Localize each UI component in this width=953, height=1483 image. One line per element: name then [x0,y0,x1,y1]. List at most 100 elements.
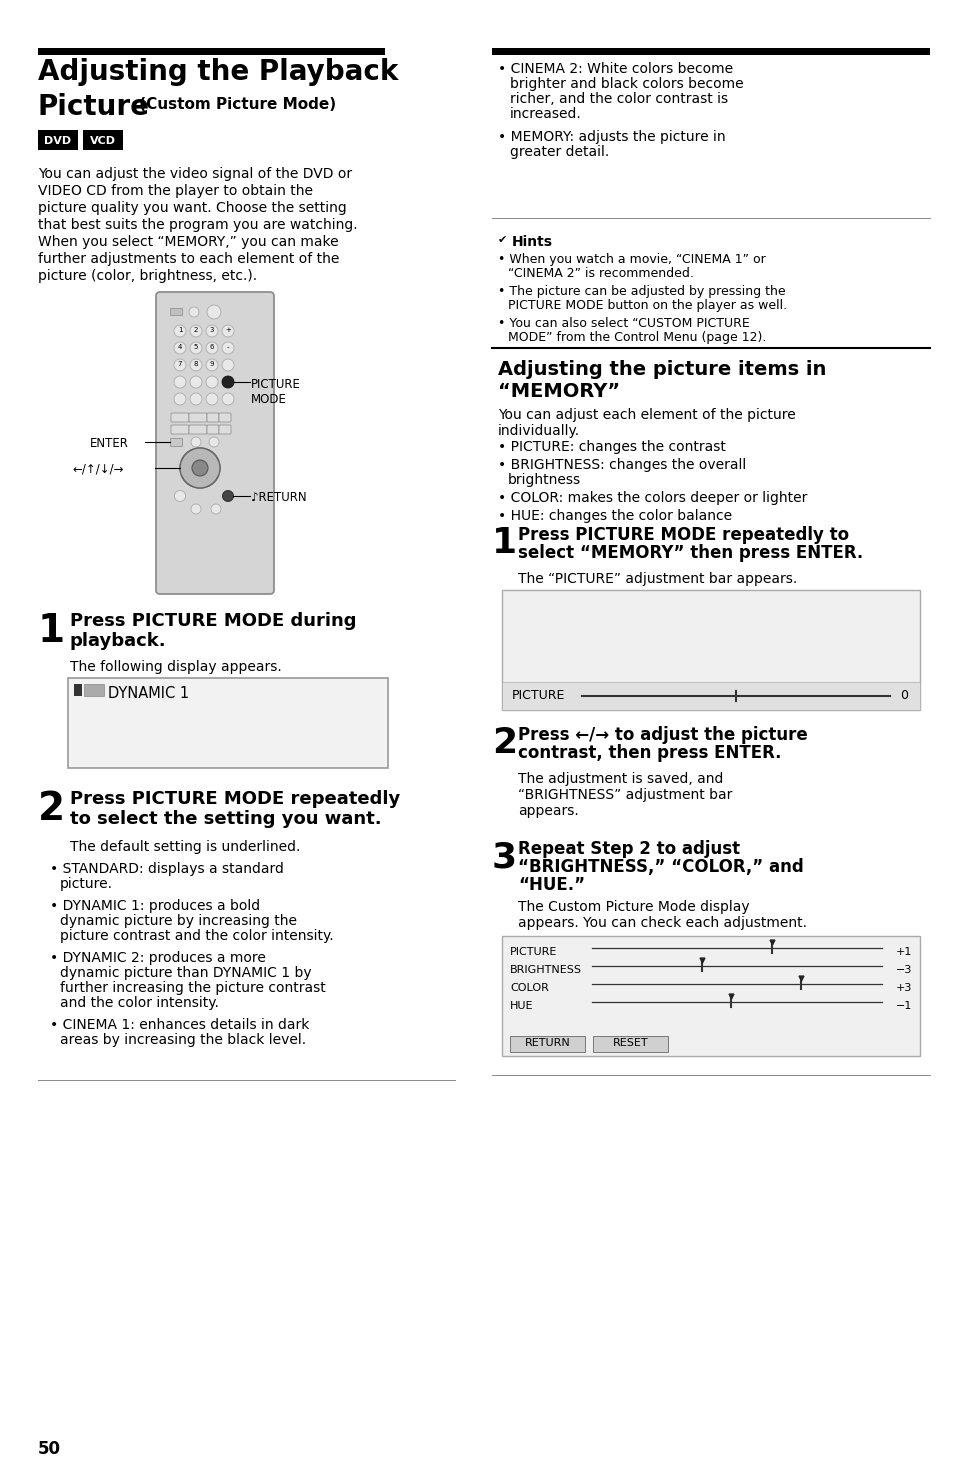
Text: • BRIGHTNESS: changes the overall: • BRIGHTNESS: changes the overall [497,458,745,472]
Text: Press PICTURE MODE repeatedly: Press PICTURE MODE repeatedly [70,790,400,808]
Circle shape [211,504,221,515]
Text: DYNAMIC 1: DYNAMIC 1 [108,687,189,701]
Text: • PICTURE: changes the contrast: • PICTURE: changes the contrast [497,440,725,454]
Text: richer, and the color contrast is: richer, and the color contrast is [510,92,727,105]
Bar [593,1037,667,1051]
Bar [193,448,207,488]
Text: The following display appears.: The following display appears. [70,660,281,673]
Bar [510,1037,584,1051]
FancyBboxPatch shape [189,426,207,435]
Text: that best suits the program you are watching.: that best suits the program you are watc… [38,218,357,231]
Circle shape [206,343,218,354]
Bar [501,682,919,710]
Text: • DYNAMIC 2: produces a more: • DYNAMIC 2: produces a more [50,951,266,965]
Text: brighter and black colors become: brighter and black colors become [510,77,742,90]
Text: 6: 6 [210,344,214,350]
Text: • You can also select “CUSTOM PICTURE: • You can also select “CUSTOM PICTURE [497,317,749,331]
Text: greater detail.: greater detail. [510,145,609,159]
Text: ←/↑/↓/→: ←/↑/↓/→ [71,463,123,476]
Text: VCD: VCD [90,136,116,145]
FancyBboxPatch shape [207,412,219,423]
Text: MODE” from the Control Menu (page 12).: MODE” from the Control Menu (page 12). [507,331,765,344]
Text: 3: 3 [210,326,214,334]
Circle shape [222,491,233,501]
Text: further adjustments to each element of the: further adjustments to each element of t… [38,252,339,265]
Bar [68,678,388,768]
Circle shape [206,359,218,371]
Text: Adjusting the Playback: Adjusting the Playback [38,58,398,86]
Text: increased.: increased. [510,107,581,122]
Text: +: + [225,326,231,334]
Bar [74,684,82,696]
FancyBboxPatch shape [171,412,189,423]
Text: picture contrast and the color intensity.: picture contrast and the color intensity… [60,928,334,943]
Circle shape [173,343,186,354]
Text: picture quality you want. Choose the setting: picture quality you want. Choose the set… [38,202,346,215]
Circle shape [173,325,186,337]
Text: You can adjust the video signal of the DVD or: You can adjust the video signal of the D… [38,168,352,181]
Text: -: - [227,344,229,350]
Text: +3: +3 [895,983,911,994]
Circle shape [190,325,202,337]
Text: DVD: DVD [45,136,71,145]
Circle shape [190,393,202,405]
Text: 50: 50 [38,1440,61,1458]
Text: The adjustment is saved, and: The adjustment is saved, and [517,773,722,786]
Text: “BRIGHTNESS,” “COLOR,” and: “BRIGHTNESS,” “COLOR,” and [517,859,803,876]
Circle shape [180,448,220,488]
Text: 8: 8 [193,360,198,366]
Text: 2: 2 [193,326,198,334]
Text: −1: −1 [895,1001,911,1011]
Circle shape [173,377,186,389]
Text: Press PICTURE MODE repeatedly to: Press PICTURE MODE repeatedly to [517,526,848,544]
Text: areas by increasing the black level.: areas by increasing the black level. [60,1034,306,1047]
Text: brightness: brightness [507,473,580,486]
Text: 2: 2 [38,790,65,828]
Text: contrast, then press ENTER.: contrast, then press ENTER. [517,744,781,762]
Text: select “MEMORY” then press ENTER.: select “MEMORY” then press ENTER. [517,544,862,562]
Text: 3: 3 [492,839,517,873]
Text: • COLOR: makes the colors deeper or lighter: • COLOR: makes the colors deeper or ligh… [497,491,806,506]
Text: Picture: Picture [38,93,150,122]
Text: to select the setting you want.: to select the setting you want. [70,810,381,828]
Circle shape [173,393,186,405]
Text: appears. You can check each adjustment.: appears. You can check each adjustment. [517,916,806,930]
Text: The Custom Picture Mode display: The Custom Picture Mode display [517,900,749,914]
Text: HUE: HUE [510,1001,533,1011]
Text: picture (color, brightness, etc.).: picture (color, brightness, etc.). [38,268,257,283]
Bar [83,131,123,150]
Text: When you select “MEMORY,” you can make: When you select “MEMORY,” you can make [38,234,338,249]
Text: further increasing the picture contrast: further increasing the picture contrast [60,980,325,995]
Text: ♪RETURN: ♪RETURN [251,491,306,504]
Text: You can adjust each element of the picture: You can adjust each element of the pictu… [497,408,795,423]
Text: Press PICTURE MODE during: Press PICTURE MODE during [70,612,356,630]
Text: PICTURE MODE button on the player as well.: PICTURE MODE button on the player as wel… [507,300,786,311]
Circle shape [206,377,218,389]
Circle shape [190,343,202,354]
Text: 1: 1 [177,326,182,334]
Circle shape [222,343,233,354]
Bar [170,308,182,314]
Bar [38,131,78,150]
Bar [501,590,919,710]
FancyBboxPatch shape [219,412,231,423]
Text: • HUE: changes the color balance: • HUE: changes the color balance [497,509,731,523]
FancyBboxPatch shape [189,412,207,423]
Text: The “PICTURE” adjustment bar appears.: The “PICTURE” adjustment bar appears. [517,572,797,586]
Text: ✔: ✔ [497,234,507,245]
Text: 2: 2 [492,727,517,759]
Text: BRIGHTNESS: BRIGHTNESS [510,965,581,974]
Text: dynamic picture than DYNAMIC 1 by: dynamic picture than DYNAMIC 1 by [60,965,312,980]
Text: dynamic picture by increasing the: dynamic picture by increasing the [60,914,296,928]
Circle shape [222,393,233,405]
Text: and the color intensity.: and the color intensity. [60,997,218,1010]
Text: PICTURE: PICTURE [510,948,557,957]
Text: Hints: Hints [512,234,553,249]
Circle shape [207,305,221,319]
Text: “HUE.”: “HUE.” [517,876,584,894]
Circle shape [173,359,186,371]
Circle shape [192,460,208,476]
Text: individually.: individually. [497,424,579,437]
Text: “BRIGHTNESS” adjustment bar: “BRIGHTNESS” adjustment bar [517,787,732,802]
Bar [38,47,385,55]
